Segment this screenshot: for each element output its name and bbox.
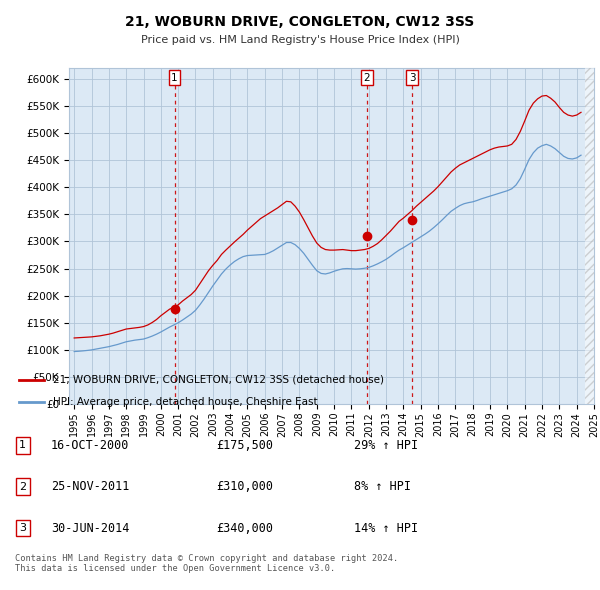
Text: 14% ↑ HPI: 14% ↑ HPI: [354, 522, 418, 535]
Text: 2: 2: [364, 73, 370, 83]
Text: HPI: Average price, detached house, Cheshire East: HPI: Average price, detached house, Ches…: [53, 397, 317, 407]
Text: 25-NOV-2011: 25-NOV-2011: [51, 480, 130, 493]
Text: 2: 2: [19, 482, 26, 491]
Text: £175,500: £175,500: [216, 439, 273, 452]
Text: Price paid vs. HM Land Registry's House Price Index (HPI): Price paid vs. HM Land Registry's House …: [140, 35, 460, 45]
Text: Contains HM Land Registry data © Crown copyright and database right 2024.
This d: Contains HM Land Registry data © Crown c…: [15, 554, 398, 573]
Text: 30-JUN-2014: 30-JUN-2014: [51, 522, 130, 535]
Text: 1: 1: [171, 73, 178, 83]
Text: 21, WOBURN DRIVE, CONGLETON, CW12 3SS: 21, WOBURN DRIVE, CONGLETON, CW12 3SS: [125, 15, 475, 29]
Text: 16-OCT-2000: 16-OCT-2000: [51, 439, 130, 452]
Text: 1: 1: [19, 441, 26, 450]
Text: 21, WOBURN DRIVE, CONGLETON, CW12 3SS (detached house): 21, WOBURN DRIVE, CONGLETON, CW12 3SS (d…: [53, 375, 384, 385]
Text: 29% ↑ HPI: 29% ↑ HPI: [354, 439, 418, 452]
Text: £340,000: £340,000: [216, 522, 273, 535]
Text: £310,000: £310,000: [216, 480, 273, 493]
Text: 3: 3: [19, 523, 26, 533]
Text: 3: 3: [409, 73, 415, 83]
Text: 8% ↑ HPI: 8% ↑ HPI: [354, 480, 411, 493]
